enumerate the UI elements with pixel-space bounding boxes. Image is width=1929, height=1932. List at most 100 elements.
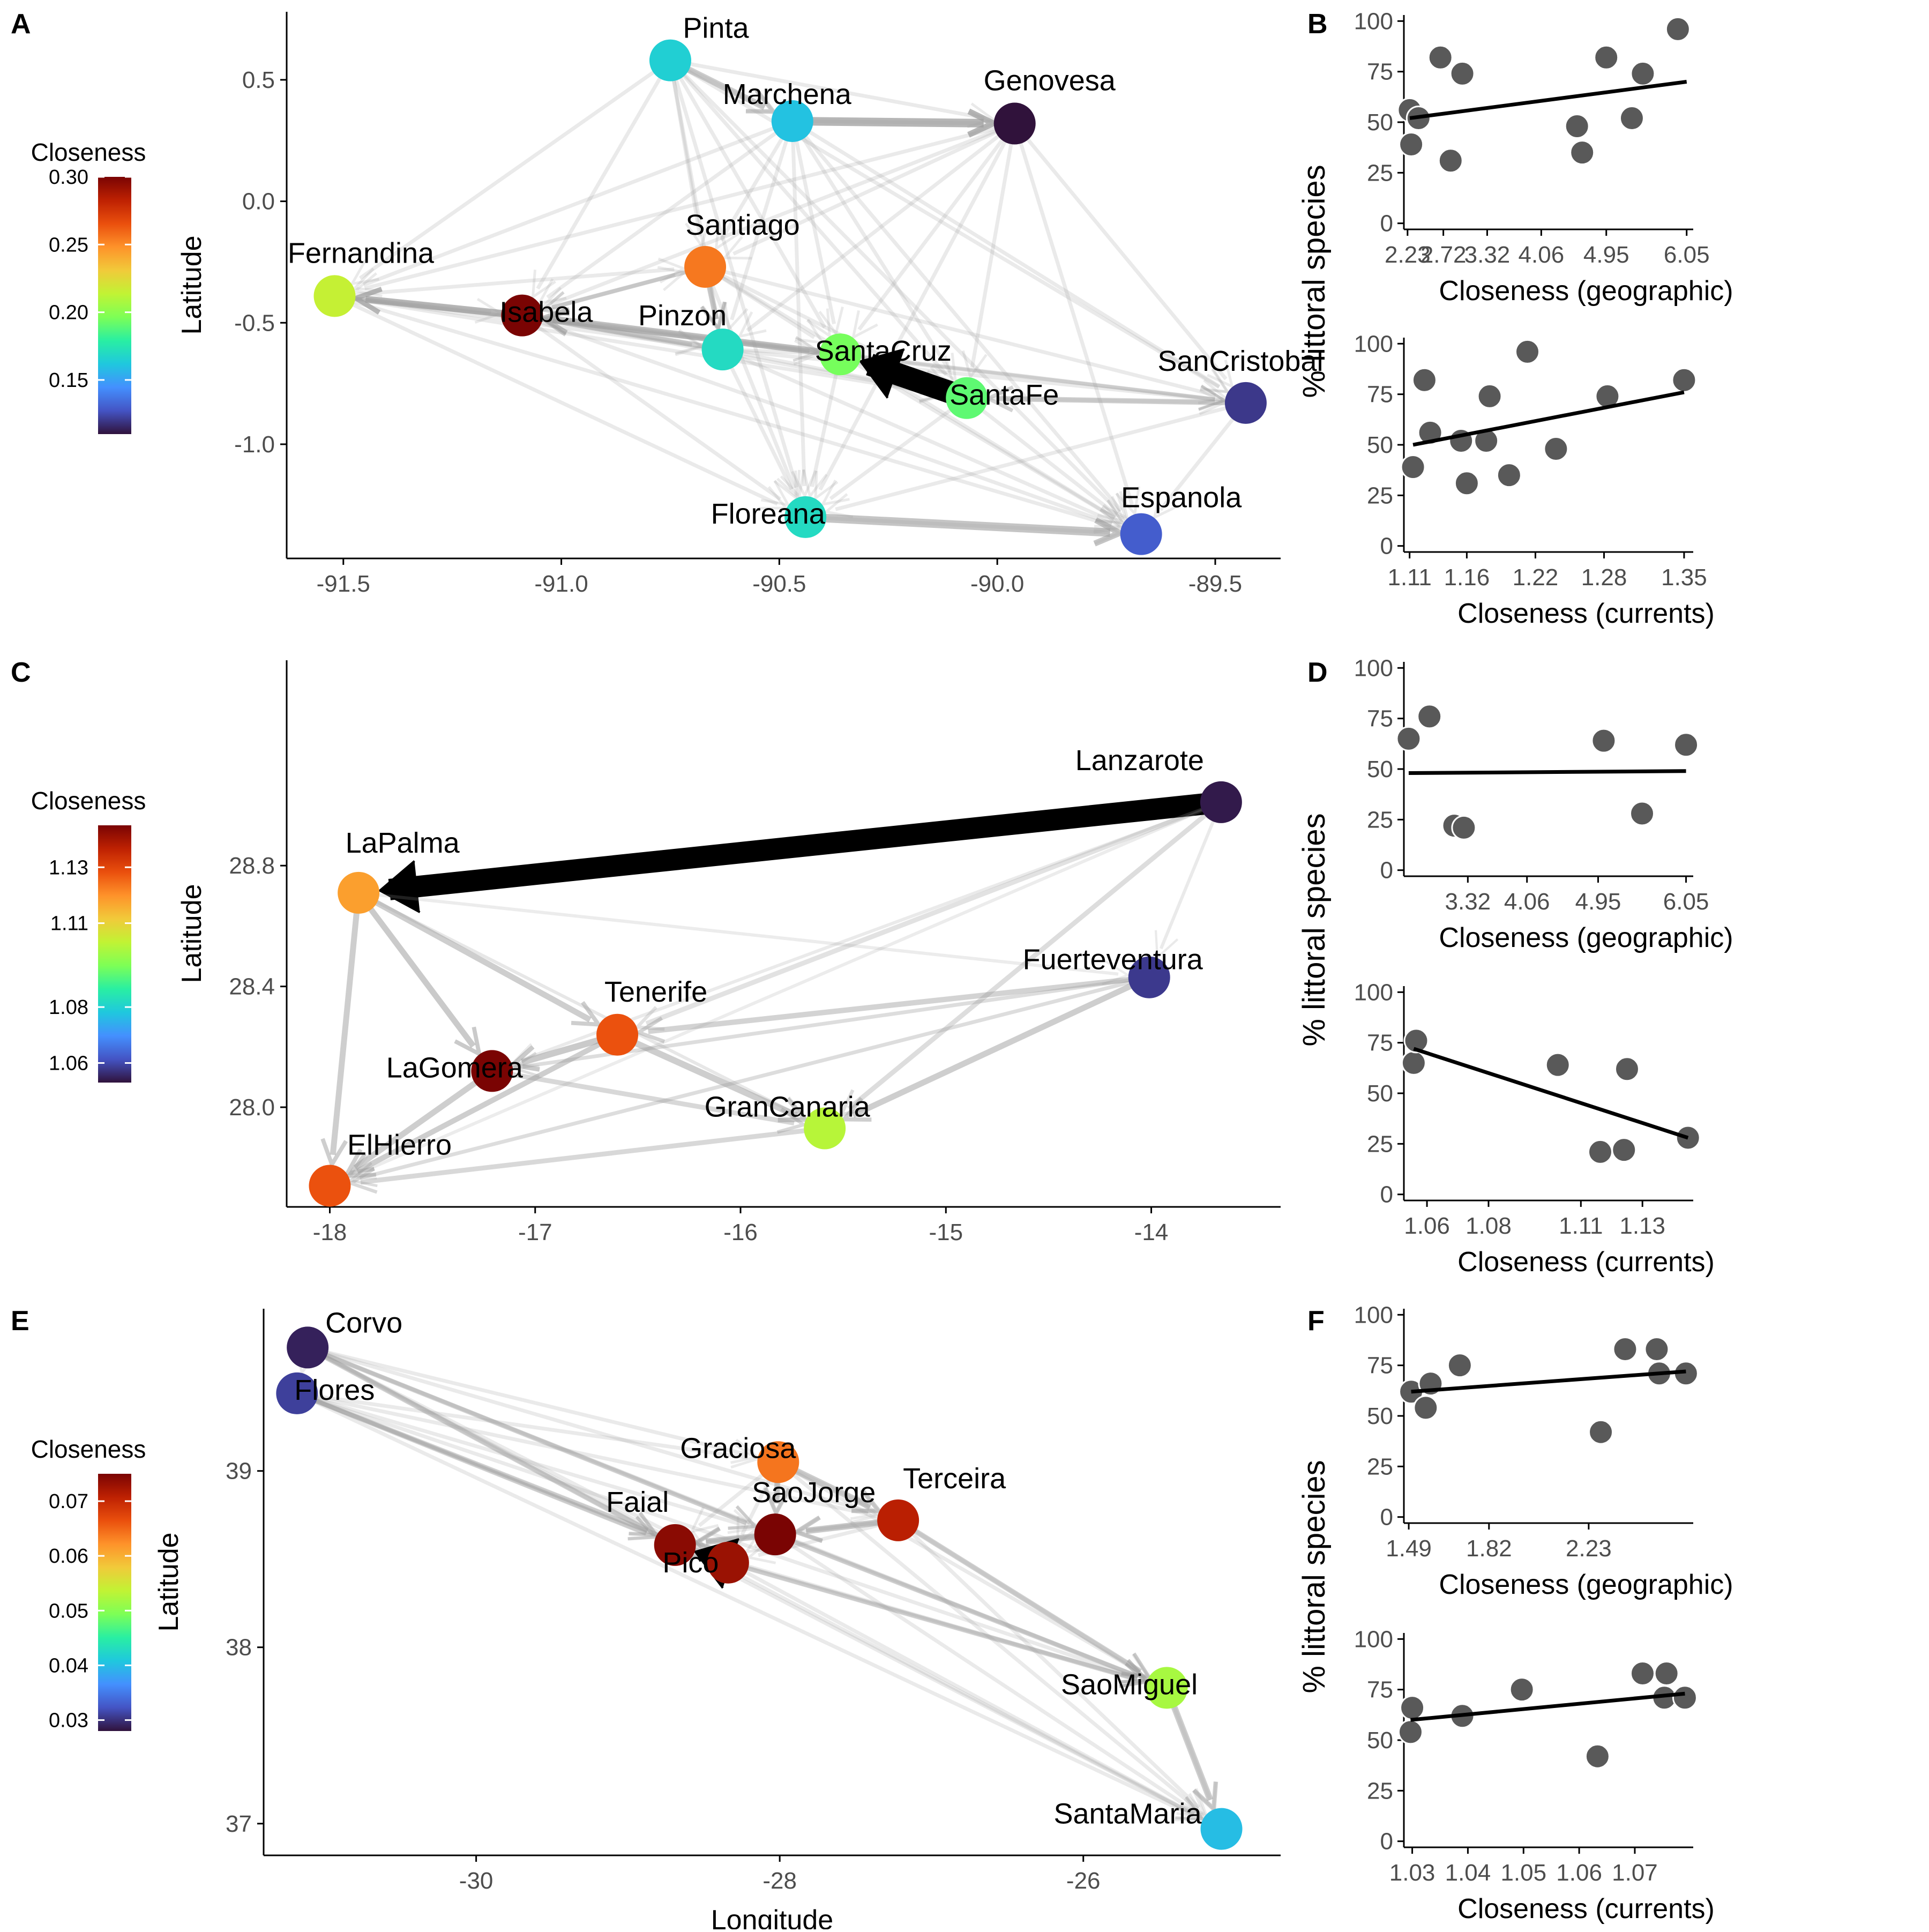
colorbar-tick-label: 1.06	[49, 1052, 88, 1075]
node-faial	[654, 1524, 696, 1566]
edge-arrowhead	[730, 1443, 760, 1469]
y-tick-label: 100	[1354, 331, 1393, 357]
edge-arrowhead	[967, 108, 1000, 138]
network-edge	[686, 1547, 1138, 1681]
scatter-point	[1396, 726, 1422, 751]
node-label: Pico	[662, 1547, 719, 1579]
node-label: SantaFe	[949, 379, 1059, 411]
y-tick-label: 25	[1367, 1453, 1393, 1480]
edge-arrowhead	[727, 1509, 758, 1534]
x-tick-label: 1.82	[1466, 1535, 1512, 1562]
edge-arrowhead	[1198, 384, 1228, 411]
x-axis-title: Closeness (geographic)	[1439, 1569, 1733, 1600]
network-edge	[793, 133, 836, 325]
x-tick-label: 3.32	[1464, 242, 1511, 268]
y-tick-label: 100	[1354, 655, 1393, 681]
edge-arrowhead	[745, 88, 778, 114]
network-edge	[908, 1525, 1142, 1673]
y-tick-label: 0	[1380, 1182, 1393, 1208]
node-lagomera	[471, 1050, 513, 1092]
colorbar-tick-label: 0.07	[49, 1490, 88, 1513]
y-tick-label: 25	[1367, 807, 1393, 833]
network-edge	[851, 980, 1139, 1118]
scatter-point	[1588, 1419, 1614, 1445]
edge-arrowhead	[776, 469, 801, 501]
network-edge	[364, 125, 1003, 290]
scatter-point	[1644, 1336, 1670, 1362]
x-tick-label: 1.11	[1387, 564, 1431, 591]
node-label: Pinta	[683, 12, 749, 44]
scatter-point	[1672, 1685, 1698, 1711]
colorbar-tick-label: 0.20	[49, 302, 88, 324]
colorbar-tick-label: 0.05	[49, 1600, 88, 1622]
node-terceira	[877, 1499, 919, 1541]
edge-arrowhead	[1198, 384, 1228, 411]
scatter-point	[1417, 704, 1442, 729]
network-edge	[682, 61, 985, 120]
scatter-point	[1654, 1660, 1679, 1686]
edge-arrowhead	[1175, 1796, 1206, 1821]
scatter-point	[1612, 1336, 1638, 1362]
edge-arrowhead	[777, 1097, 810, 1123]
network-edge	[318, 1352, 649, 1532]
node-label: SantaMaria	[1053, 1798, 1202, 1830]
y-tick-label: 0	[1380, 1829, 1393, 1855]
x-tick-label: -16	[723, 1219, 758, 1245]
y-tick-label: 28.8	[229, 853, 275, 879]
network-edge	[534, 273, 676, 314]
edge-arrowhead	[454, 1026, 482, 1058]
network-edge	[708, 278, 796, 489]
y-tick-label: 75	[1367, 1353, 1393, 1379]
fit-line	[1410, 1691, 1685, 1722]
network-edge	[675, 70, 827, 329]
network-edge	[788, 1467, 1141, 1674]
network-edge	[309, 1395, 746, 1528]
colorbar-tick-label: 0.15	[49, 369, 88, 392]
edge-arrowhead	[378, 860, 421, 913]
edge-arrowhead	[818, 306, 844, 337]
edge-arrowhead	[730, 1438, 760, 1464]
fit-line	[1408, 769, 1686, 775]
y-tick-label: 50	[1367, 1403, 1393, 1429]
edge-arrowhead	[763, 1487, 791, 1518]
edge-arrowhead	[728, 1505, 759, 1530]
network-edge	[358, 66, 661, 280]
node-label: Espanola	[1121, 482, 1242, 514]
y-tick-label: 75	[1367, 59, 1393, 85]
x-tick-label: 2.72	[1420, 242, 1467, 268]
edge-arrowhead	[1097, 496, 1127, 523]
y-axis-title: Latitude	[176, 884, 207, 983]
network-edge	[531, 321, 781, 501]
edge-arrowhead	[1175, 1795, 1206, 1821]
edge-arrowhead	[629, 1511, 660, 1537]
scatter-point	[1403, 1028, 1429, 1054]
edge-arrowhead	[858, 348, 905, 399]
network-edge	[786, 1537, 1139, 1679]
edge-arrowhead	[984, 385, 1014, 413]
edge-arrowhead	[629, 1512, 659, 1536]
network-edge	[857, 132, 1009, 331]
network-edge	[907, 1525, 1142, 1674]
y-tick-label: 0	[1380, 533, 1393, 560]
network-edge	[319, 1348, 749, 1457]
x-tick-label: 1.16	[1444, 564, 1490, 591]
y-tick-label: 75	[1367, 1030, 1393, 1056]
colorbar-tick-label: 0.03	[49, 1710, 88, 1732]
scatter-point	[1451, 815, 1477, 840]
network-edge	[1159, 813, 1218, 950]
node-lapalma	[338, 871, 380, 914]
edge-arrowhead	[780, 469, 805, 500]
x-tick-label: 6.05	[1663, 889, 1709, 915]
node-marchena	[771, 100, 813, 142]
network-edge	[371, 892, 1119, 976]
node-label: Floreana	[711, 498, 826, 530]
x-axis-title: Closeness (currents)	[1457, 1893, 1715, 1924]
x-tick-label: -17	[518, 1219, 552, 1245]
network-edge	[805, 1518, 886, 1534]
network-edge	[318, 1352, 701, 1550]
network-edge	[746, 130, 1006, 332]
network-edge	[818, 134, 1011, 491]
network-edge	[536, 70, 666, 290]
edge-arrowhead	[1207, 359, 1235, 389]
node-tenerife	[596, 1013, 639, 1056]
